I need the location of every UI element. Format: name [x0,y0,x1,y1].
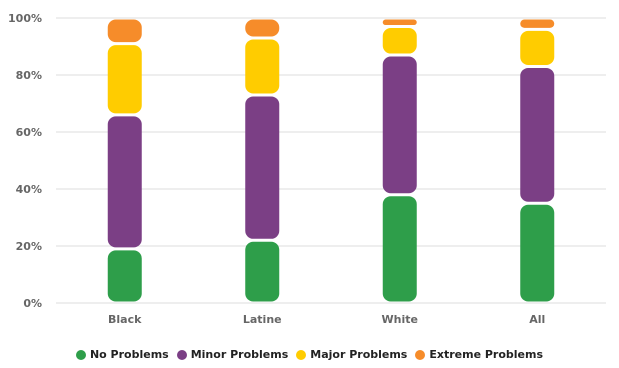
legend-label: No Problems [89,348,169,361]
bar-segment-no-problems-all [520,204,555,302]
bar-segment-minor-problems-latine [245,96,280,239]
legend-label: Extreme Problems [429,348,544,361]
legend-swatch-icon [296,349,307,360]
bar-segment-major-problems-white [382,28,417,54]
x-axis-tick-labels: Black Latine White All [108,313,545,326]
bar-segment-no-problems-black [107,250,142,302]
bar-segment-minor-problems-all [520,67,555,202]
legend-label: Minor Problems [190,348,289,361]
legend-item: Extreme Problems [415,348,543,361]
bar-segment-no-problems-latine [245,241,280,302]
x-tick-label: Latine [243,313,282,326]
legend: No Problems Minor Problems Major Problems E… [0,348,619,361]
bar-segment-minor-problems-white [382,56,417,194]
y-tick-label: 20% [16,240,42,253]
x-tick-label: White [382,313,418,326]
legend-swatch-icon [176,349,187,360]
bars [107,19,555,302]
bar-segment-major-problems-black [107,45,142,114]
bar-segment-extreme-problems-all [520,19,555,28]
y-tick-label: 60% [16,126,42,139]
x-tick-label: Black [108,313,142,326]
x-tick-label: All [529,313,545,326]
legend-item: No Problems [75,348,169,361]
y-axis-tick-labels: 0% 20% 40% 60% 80% 100% [8,12,42,310]
bar-segment-extreme-problems-white [382,19,417,26]
y-tick-label: 0% [23,297,42,310]
bar-segment-extreme-problems-latine [245,19,280,37]
bar-segment-major-problems-latine [245,39,280,94]
gridlines [56,17,606,304]
bar-segment-extreme-problems-black [107,19,142,43]
bar-segment-major-problems-all [520,30,555,65]
legend-swatch-icon [415,349,426,360]
bar-segment-no-problems-white [382,196,417,302]
bar-segment-minor-problems-black [107,116,142,248]
legend-item: Major Problems [296,348,407,361]
legend-label: Major Problems [310,348,408,361]
legend-item: Minor Problems [176,348,289,361]
y-tick-label: 80% [16,69,42,82]
y-tick-label: 100% [8,12,42,25]
legend-swatch-icon [75,349,86,360]
y-tick-label: 40% [16,183,42,196]
